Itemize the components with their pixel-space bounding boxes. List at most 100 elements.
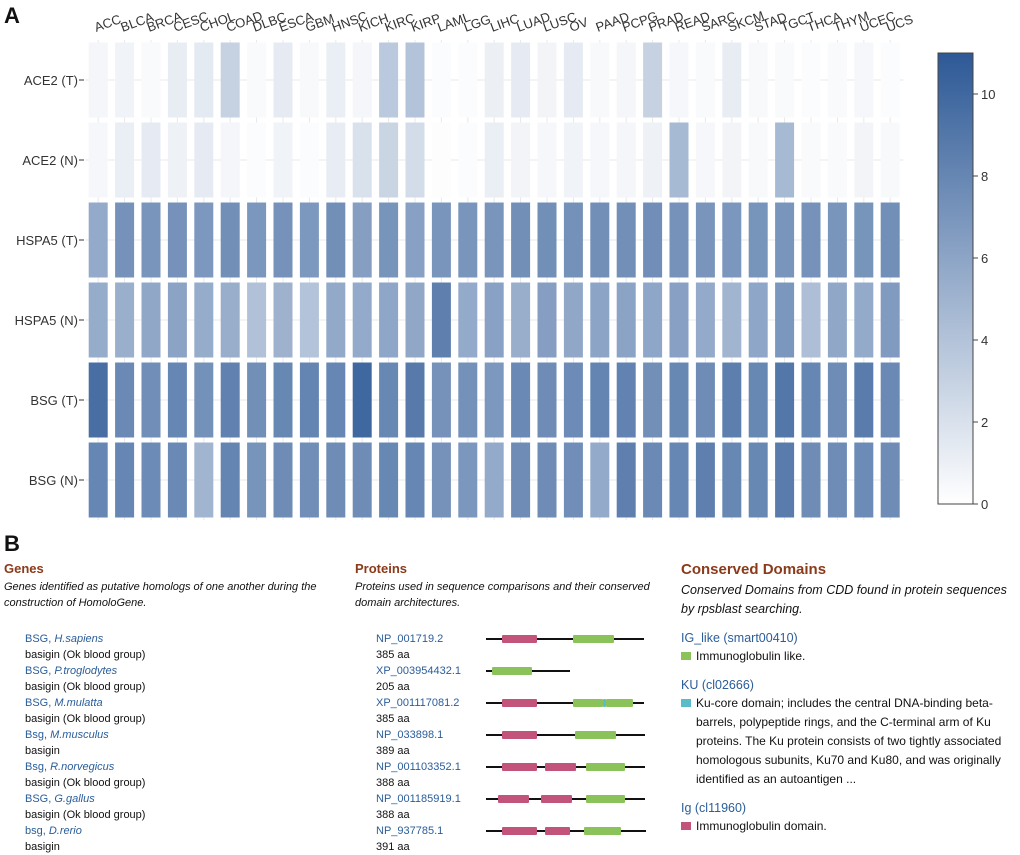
gene-organism[interactable]: H.sapiens (54, 633, 104, 645)
heatmap-cell (643, 202, 663, 278)
heatmap-cell (511, 42, 531, 118)
domain-block-ig-like[interactable] (572, 699, 604, 707)
domain-block-ig[interactable] (545, 763, 577, 771)
heatmap-cell (722, 282, 742, 358)
gene-description: basigin (25, 745, 60, 757)
domain-block-ig[interactable] (541, 795, 572, 803)
protein-accession-link[interactable]: XP_001117081.2 (376, 697, 460, 709)
heatmap-cell (590, 282, 610, 358)
domain-block-ig-like[interactable] (575, 731, 617, 739)
heatmap-cell (801, 122, 821, 198)
domain-block-ig-like[interactable] (492, 667, 532, 675)
heatmap-cell (115, 362, 135, 438)
gene-symbol[interactable]: BSG, P.troglodytes (25, 665, 118, 677)
gene-symbol[interactable]: bsg, D.rerio (25, 825, 82, 837)
domain-block-ig-like[interactable] (586, 795, 626, 803)
protein-accession-link[interactable]: XP_003954432.1 (376, 665, 462, 677)
gene-symbol[interactable]: Bsg, R.norvegicus (25, 761, 115, 773)
heatmap-cell (801, 362, 821, 438)
protein-accession-link[interactable]: NP_001719.2 (376, 633, 444, 645)
protein-row: NP_033898.1 (376, 727, 655, 743)
heatmap-cell (563, 442, 583, 518)
gene-link[interactable]: BSG, P.troglodytes (25, 663, 324, 679)
domain-block-ig[interactable] (545, 827, 570, 835)
domain-architecture[interactable] (486, 663, 656, 679)
domain-block-ig[interactable] (502, 763, 538, 771)
heatmap-cell (695, 202, 715, 278)
row-label: ACE2 (T) (24, 73, 78, 88)
heatmap-cell (590, 42, 610, 118)
gene-link[interactable]: BSG, G.gallus (25, 791, 324, 807)
gene-organism[interactable]: M.musculus (50, 729, 109, 741)
gene-description: basigin (25, 841, 60, 853)
colorbar-tick-label: 4 (981, 333, 988, 348)
protein-length: 388 aa (376, 809, 410, 821)
gene-link[interactable]: Bsg, M.musculus (25, 727, 324, 743)
gene-organism[interactable]: G.gallus (54, 793, 95, 805)
domain-block-ig-like[interactable] (572, 635, 614, 643)
gene-organism[interactable]: D.rerio (48, 825, 82, 837)
gene-symbol[interactable]: Bsg, M.musculus (25, 729, 109, 741)
gene-symbol[interactable]: BSG, G.gallus (25, 793, 95, 805)
domain-architecture[interactable] (486, 727, 656, 743)
heatmap-cell (115, 42, 135, 118)
heatmap-cell (352, 282, 372, 358)
heatmap-cell (854, 42, 874, 118)
domain-block-ig[interactable] (502, 635, 538, 643)
domain-block-ig-like[interactable] (606, 699, 634, 707)
heatmap-cell (273, 122, 293, 198)
gene-organism[interactable]: M.mulatta (54, 697, 103, 709)
domain-architecture[interactable] (486, 759, 656, 775)
heatmap-cell (458, 442, 478, 518)
conserved-domain-link[interactable]: IG_like (smart00410) (681, 631, 798, 645)
domain-block-ig-like[interactable] (586, 763, 626, 771)
gene-organism[interactable]: R.norvegicus (50, 761, 115, 773)
domain-block-ig[interactable] (498, 795, 529, 803)
heatmap-cell (590, 122, 610, 198)
protein-accession-link[interactable]: NP_033898.1 (376, 729, 444, 741)
heatmap-cell (431, 202, 451, 278)
heatmap-cell (88, 442, 108, 518)
gene-link[interactable]: bsg, D.rerio (25, 823, 324, 839)
domain-block-ig[interactable] (502, 731, 538, 739)
domain-architecture[interactable] (486, 823, 656, 839)
heatmap-cell (643, 442, 663, 518)
domain-architecture[interactable] (486, 791, 656, 807)
conserved-domain-link[interactable]: KU (cl02666) (681, 678, 754, 692)
domain-block-ig[interactable] (502, 699, 538, 707)
protein-accession-link[interactable]: NP_001185919.1 (376, 793, 461, 805)
heatmap-cell (379, 362, 399, 438)
protein-accession-link[interactable]: NP_001103352.1 (376, 761, 461, 773)
domain-architecture[interactable] (486, 695, 656, 711)
domain-block-ig[interactable] (502, 827, 538, 835)
gene-symbol[interactable]: BSG, M.mulatta (25, 697, 103, 709)
heatmap-cell (484, 282, 504, 358)
conserved-domain-link[interactable]: Ig (cl11960) (681, 801, 747, 815)
heatmap-cell (748, 202, 768, 278)
heatmap-cell (326, 442, 346, 518)
gene-link[interactable]: Bsg, R.norvegicus (25, 759, 324, 775)
gene-link[interactable]: BSG, H.sapiens (25, 631, 324, 647)
heatmap-cell (722, 122, 742, 198)
protein-accession-link[interactable]: NP_937785.1 (376, 825, 444, 837)
gene-organism[interactable]: P.troglodytes (54, 665, 118, 677)
heatmap-cell (115, 122, 135, 198)
heatmap-cell (484, 442, 504, 518)
gene-link[interactable]: BSG, M.mulatta (25, 695, 324, 711)
heatmap-cell (748, 282, 768, 358)
heatmap-cell (775, 362, 795, 438)
protein-row: XP_003954432.1 (376, 663, 655, 679)
heatmap-cell (590, 362, 610, 438)
protein-length: 385 aa (376, 713, 410, 725)
heatmap-cell (115, 202, 135, 278)
heatmap-cell (194, 362, 214, 438)
heatmap-cell (775, 442, 795, 518)
domain-block-ku[interactable] (603, 699, 607, 707)
heatmap-cell (511, 202, 531, 278)
domain-architecture[interactable] (486, 631, 656, 647)
gene-symbol[interactable]: BSG, H.sapiens (25, 633, 104, 645)
heatmap-cell (247, 202, 267, 278)
domain-block-ig-like[interactable] (584, 827, 622, 835)
protein-row: XP_001117081.2 (376, 695, 655, 711)
heatmap-cell (669, 282, 689, 358)
